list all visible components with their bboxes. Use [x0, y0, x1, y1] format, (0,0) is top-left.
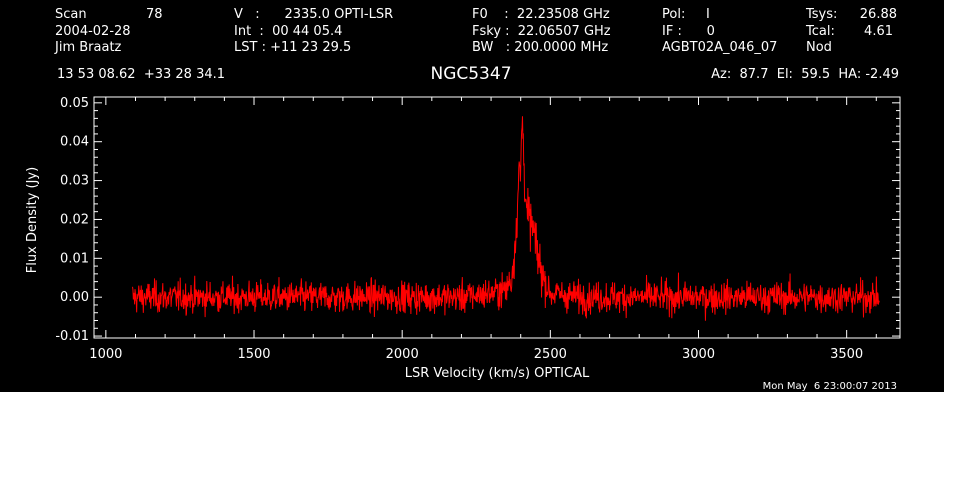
scan-label: Scan — [55, 7, 87, 22]
if-number: IF : 0 — [662, 24, 715, 39]
plot-frame — [93, 96, 901, 339]
x-tick-label: 1500 — [237, 347, 270, 362]
source-coordinates: 13 53 08.62 +33 28 34.1 — [57, 67, 225, 82]
x-tick-label: 3000 — [682, 347, 715, 362]
flux-series-line — [132, 116, 880, 321]
y-tick-label: 0.01 — [60, 251, 89, 266]
y-tick-label: 0.04 — [60, 135, 89, 150]
bandwidth: BW : 200.0000 MHz — [472, 40, 608, 55]
polarization: Pol: I — [662, 7, 710, 22]
y-tick-label: 0.03 — [60, 174, 89, 189]
observation-date: 2004-02-28 — [55, 24, 131, 39]
plot-panel: Scan 78 2004-02-28 Jim Braatz V : 2335.0… — [0, 0, 944, 392]
header-block: Scan 78 2004-02-28 Jim Braatz V : 2335.0… — [54, 7, 899, 84]
rest-frequency: F0 : 22.23508 GHz — [472, 7, 610, 22]
y-tick-label: 0.05 — [60, 96, 89, 111]
velocity-info: V : 2335.0 OPTI-LSR — [234, 7, 393, 22]
tcal-value: 4.61 — [864, 24, 893, 39]
spectrum-chart: Scan 78 2004-02-28 Jim Braatz V : 2335.0… — [25, 7, 901, 392]
source-name: NGC5347 — [430, 64, 511, 84]
scan-number: 78 — [146, 7, 163, 22]
y-axis: -0.01 0.00 0.01 0.02 0.03 0.04 0.05 — [55, 96, 900, 344]
project-id: AGBT02A_046_07 — [662, 40, 777, 55]
integration-time: Int : 00 44 05.4 — [234, 24, 342, 39]
y-tick-label: -0.01 — [55, 329, 89, 344]
y-tick-label: 0.00 — [60, 290, 89, 305]
plot-timestamp: Mon May 6 23:00:07 2013 — [763, 381, 897, 392]
pointing-info: Az: 87.7 El: 59.5 HA: -2.49 — [711, 67, 899, 82]
tcal-label: Tcal: — [805, 24, 835, 39]
x-axis: 1000 1500 2000 2500 3000 3500 — [89, 97, 877, 362]
x-tick-label: 2500 — [534, 347, 567, 362]
x-tick-label: 3500 — [830, 347, 863, 362]
x-tick-label: 2000 — [386, 347, 419, 362]
lst-info: LST : +11 23 29.5 — [234, 40, 351, 55]
observing-mode: Nod — [806, 40, 832, 55]
y-tick-label: 0.02 — [60, 212, 89, 227]
tsys-value: 26.88 — [860, 7, 897, 22]
x-tick-label: 1000 — [89, 347, 122, 362]
y-axis-label: Flux Density (Jy) — [25, 167, 40, 273]
x-axis-label: LSR Velocity (km/s) OPTICAL — [405, 366, 590, 381]
observer-name: Jim Braatz — [54, 40, 122, 55]
sky-frequency: Fsky : 22.06507 GHz — [472, 24, 611, 39]
tsys-label: Tsys: — [805, 7, 837, 22]
